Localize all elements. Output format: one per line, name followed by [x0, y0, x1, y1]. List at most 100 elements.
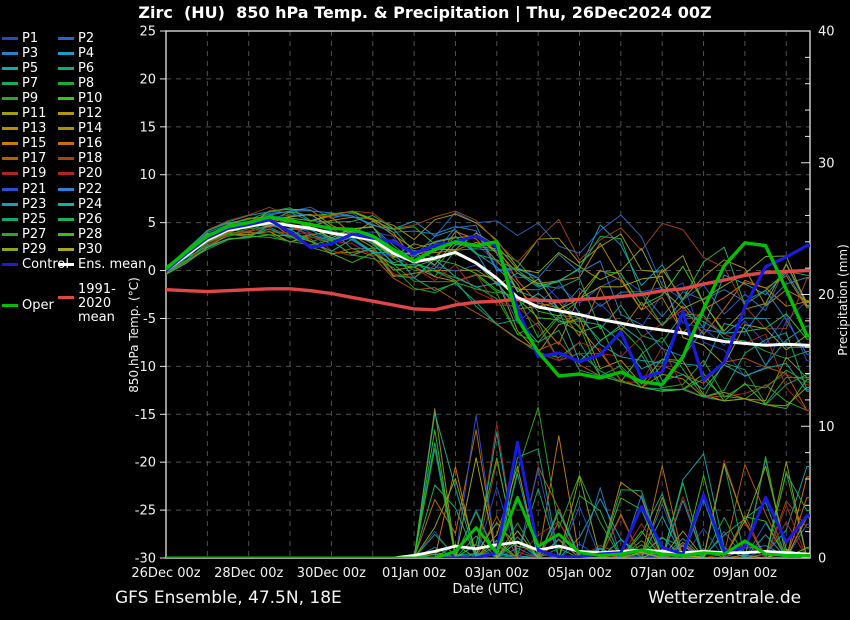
- legend-item-p22: P22: [58, 182, 102, 197]
- legend-item-p1-label: P1: [22, 30, 39, 46]
- legend-item-p4: P4: [58, 46, 94, 61]
- legend-item-p29: P29: [2, 241, 47, 257]
- legend-item-p25: P25: [2, 212, 46, 227]
- member-temp-p26: [166, 207, 810, 327]
- legend-item-p12-swatch: [58, 112, 74, 115]
- legend-item-p26: P26: [58, 212, 102, 227]
- temp-tick-label: 0: [148, 264, 156, 279]
- legend-item-p16: P16: [58, 136, 103, 152]
- member-precip-p24: [166, 412, 810, 558]
- legend-item-p7-label: P7: [22, 75, 39, 91]
- legend-item-p18-label: P18: [78, 151, 103, 167]
- legend-item-p23: P23: [2, 196, 47, 212]
- member-temp-p22: [166, 210, 810, 357]
- legend-item-p19-label: P19: [22, 166, 47, 182]
- member-precip-p18: [166, 460, 810, 558]
- page-title: Zirc (HU) 850 hPa Temp. & Precipitation …: [138, 3, 712, 22]
- legend-item-p14-swatch: [58, 127, 74, 131]
- legend-item-p18-swatch: [58, 157, 74, 161]
- legend-item-p8: P8: [58, 76, 94, 91]
- precip-axis-title: Precipitation (mm): [836, 244, 850, 356]
- legend-item-p2-swatch: [58, 36, 74, 40]
- legend-item-p19: P19: [2, 166, 47, 182]
- legend-item-climate-mean: 1991-2020 mean: [58, 283, 120, 325]
- legend-item-p1-swatch: [2, 36, 18, 40]
- legend-item-p9-label: P9: [22, 90, 39, 106]
- temp-tick-label: 25: [139, 25, 156, 40]
- temp-tick-label: -20: [135, 456, 156, 471]
- legend-item-control-swatch: [2, 263, 18, 266]
- date-tick-label: 26Dec 00z: [131, 566, 200, 581]
- legend-item-oper-label: Oper: [22, 297, 54, 313]
- legend-item-p29-swatch: [2, 247, 18, 251]
- legend-item-p21-swatch: [2, 187, 18, 191]
- legend-item-p16-label: P16: [78, 136, 103, 152]
- legend-item-p13-swatch: [2, 127, 18, 131]
- legend-item-p11-swatch: [2, 112, 18, 115]
- temp-tick-label: 15: [139, 120, 156, 135]
- legend-item-p10-label: P10: [78, 90, 103, 106]
- legend-item-p17-swatch: [2, 157, 18, 161]
- legend-item-p26-swatch: [58, 217, 74, 221]
- legend-item-p13-label: P13: [22, 121, 47, 137]
- member-temp-p4: [166, 211, 810, 329]
- date-tick-label: 28Dec 00z: [214, 566, 283, 581]
- legend-item-p24-label: P24: [78, 196, 103, 212]
- legend-item-p7: P7: [2, 75, 39, 91]
- legend-item-p15-label: P15: [22, 136, 47, 152]
- legend-item-climate-mean-label2: mean: [78, 310, 115, 325]
- legend-item-ens-mean: Ens. mean: [58, 257, 147, 272]
- legend-item-p30-label: P30: [78, 241, 103, 257]
- legend-item-p21-label: P21: [22, 181, 47, 197]
- axis-ticks: [160, 30, 810, 559]
- legend-item-p11-label: P11: [22, 106, 47, 121]
- legend-item-p2-label: P2: [78, 30, 95, 46]
- legend-item-p27: P27: [2, 226, 47, 242]
- member-temp-p28: [166, 234, 810, 409]
- legend-item-p20-swatch: [58, 172, 74, 176]
- legend-item-p20-label: P20: [78, 166, 103, 182]
- legend-item-p9: P9: [2, 90, 39, 106]
- legend-item-p17: P17: [2, 151, 46, 166]
- member-temp-p19: [166, 229, 810, 398]
- legend-item-p29-label: P29: [22, 241, 47, 257]
- date-tick-label: 05Jan 00z: [547, 566, 611, 581]
- date-tick-label: 30Dec 00z: [297, 566, 366, 581]
- temp-tick-label: -10: [135, 360, 156, 375]
- legend-item-p3: P3: [2, 46, 38, 61]
- temp-tick-label: 20: [139, 72, 156, 87]
- legend-item-p3-swatch: [2, 51, 18, 55]
- member-temp-p2: [166, 206, 810, 315]
- legend-item-p10: P10: [58, 90, 103, 106]
- legend-item-p13: P13: [2, 121, 47, 137]
- date-tick-label: 09Jan 00z: [713, 566, 777, 581]
- date-axis-title: Date (UTC): [452, 582, 524, 597]
- precip-tick-label: 0: [818, 552, 826, 567]
- precip-tick-label: 30: [818, 156, 835, 171]
- member-precip-p28: [166, 429, 810, 558]
- legend-item-control-label: Control: [22, 257, 69, 272]
- legend-item-p21: P21: [2, 181, 47, 197]
- member-precip-p17: [166, 464, 810, 558]
- legend-item-p24-swatch: [58, 202, 74, 206]
- legend-item-p5: P5: [2, 60, 39, 76]
- legend-item-ens-mean-swatch: [58, 263, 74, 266]
- legend-item-p20: P20: [58, 166, 103, 182]
- legend-item-p6-swatch: [58, 66, 74, 70]
- legend-item-p30: P30: [58, 241, 103, 257]
- temp-tick-label: 10: [139, 168, 156, 183]
- precip-tick-label: 10: [818, 420, 835, 435]
- legend-item-p23-label: P23: [22, 196, 47, 212]
- plot-area: [166, 206, 810, 558]
- date-tick-label: 01Jan 00z: [382, 566, 446, 581]
- legend-item-ens-mean-label: Ens. mean: [78, 257, 147, 272]
- legend-item-p7-swatch: [2, 81, 18, 85]
- legend-item-p27-label: P27: [22, 226, 47, 242]
- legend-item-p2: P2: [58, 30, 95, 46]
- legend-item-p28-label: P28: [78, 226, 103, 242]
- series-oper-precip: [166, 495, 810, 558]
- member-temp-p24: [166, 224, 810, 392]
- legend-item-p5-label: P5: [22, 60, 39, 76]
